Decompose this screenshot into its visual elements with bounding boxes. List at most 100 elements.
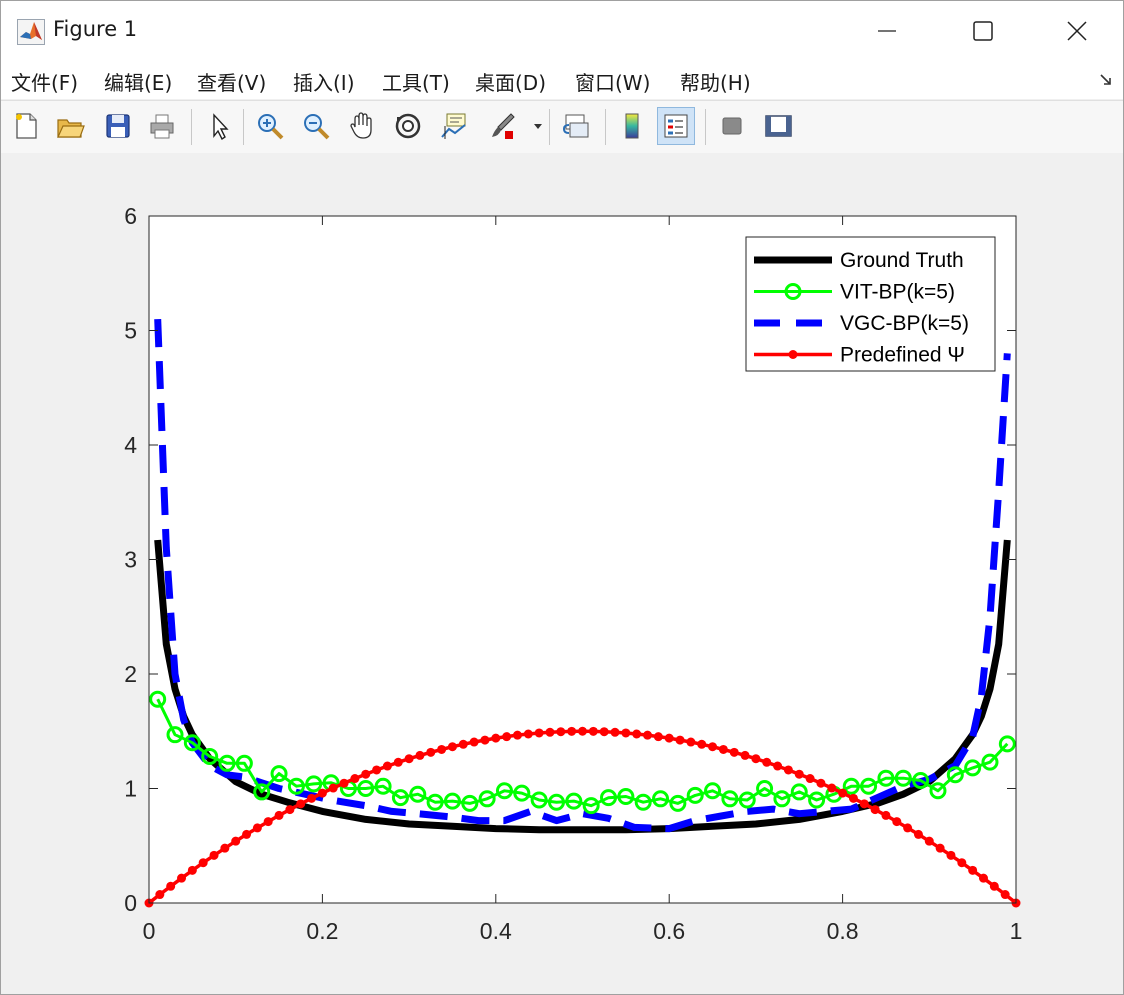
line-chart[interactable]: 0 0.2 0.4 0.6 0.8 1 0 1 2 3 4 5 6 Ground Truth VIT-BP… bbox=[1, 153, 1123, 994]
legend[interactable]: Ground Truth VIT-BP(k=5) VGC-BP(k=5) Predef… bbox=[745, 236, 996, 372]
hide-plot-tools-icon bbox=[722, 117, 742, 135]
pan-button[interactable] bbox=[343, 107, 381, 145]
series-point bbox=[773, 761, 783, 771]
series-point bbox=[372, 765, 382, 775]
series-point bbox=[274, 810, 284, 820]
save-button[interactable] bbox=[99, 107, 137, 145]
legend-label: Predefined Ψ bbox=[840, 344, 965, 367]
series-point bbox=[328, 783, 338, 793]
series-point bbox=[740, 750, 750, 760]
menu-tools[interactable]: 工具(T) bbox=[382, 71, 450, 95]
series-point bbox=[437, 744, 447, 754]
new-figure-icon bbox=[16, 113, 37, 139]
select-button[interactable] bbox=[201, 107, 239, 145]
series-point bbox=[556, 727, 566, 737]
menu-window[interactable]: 窗口(W) bbox=[575, 71, 651, 95]
series-point bbox=[270, 765, 288, 783]
rotate-3d-button[interactable] bbox=[389, 107, 427, 145]
brush-dropdown-icon[interactable] bbox=[533, 123, 543, 131]
menu-view[interactable]: 查看(V) bbox=[197, 71, 267, 95]
minimize-button[interactable] bbox=[841, 1, 933, 61]
legend-marker bbox=[784, 283, 802, 300]
series-point bbox=[350, 774, 360, 784]
series-point bbox=[443, 792, 461, 810]
menu-bar: 文件(F) 编辑(E) 查看(V) 插入(I) 工具(T) 桌面(D) 窗口(W… bbox=[1, 61, 1123, 99]
x-tick-label: 0.6 bbox=[653, 918, 685, 944]
series-point bbox=[404, 754, 414, 764]
series-point bbox=[729, 747, 739, 757]
data-cursor-button[interactable] bbox=[435, 107, 473, 145]
series-point bbox=[235, 754, 253, 772]
series-point bbox=[502, 732, 512, 742]
series-point bbox=[565, 792, 583, 810]
series-point bbox=[166, 726, 184, 744]
series-2 bbox=[154, 318, 1011, 833]
series-point bbox=[166, 881, 176, 891]
series-point bbox=[704, 782, 722, 800]
menu-desktop[interactable]: 桌面(D) bbox=[475, 71, 547, 95]
y-tick-label: 6 bbox=[124, 203, 137, 229]
menu-help[interactable]: 帮助(H) bbox=[680, 71, 751, 95]
series-point bbox=[859, 799, 869, 809]
zoom-out-button[interactable] bbox=[297, 107, 335, 145]
series-point bbox=[534, 728, 544, 738]
series-point bbox=[447, 742, 457, 752]
legend-button[interactable] bbox=[657, 107, 695, 145]
maximize-button[interactable] bbox=[937, 1, 1029, 61]
menu-insert[interactable]: 插入(I) bbox=[293, 71, 355, 95]
hide-plot-tools-button[interactable] bbox=[713, 107, 751, 145]
x-tick-label: 0.8 bbox=[827, 918, 859, 944]
brush-icon bbox=[492, 113, 515, 139]
series-point bbox=[686, 786, 704, 804]
colorbar-button[interactable] bbox=[613, 107, 651, 145]
print-button[interactable] bbox=[143, 107, 181, 145]
series-point bbox=[946, 766, 964, 784]
series-point bbox=[978, 873, 988, 883]
title-bar[interactable]: Figure 1 bbox=[1, 1, 1123, 61]
series-point bbox=[426, 793, 444, 811]
legend-item[interactable]: VIT-BP(k=5) bbox=[754, 281, 955, 304]
series-point bbox=[773, 790, 791, 808]
series-point bbox=[357, 780, 375, 797]
series-point bbox=[155, 890, 165, 900]
window-title: Figure 1 bbox=[53, 17, 138, 41]
open-file-button[interactable] bbox=[51, 107, 89, 145]
series-point bbox=[838, 788, 848, 798]
series-point bbox=[512, 730, 522, 740]
show-plot-tools-button[interactable] bbox=[759, 107, 797, 145]
maximize-icon bbox=[973, 21, 993, 41]
new-figure-button[interactable] bbox=[7, 107, 45, 145]
menu-file[interactable]: 文件(F) bbox=[11, 71, 79, 95]
close-button[interactable] bbox=[1031, 1, 1123, 61]
series-point bbox=[783, 765, 793, 775]
legend-label: VGC-BP(k=5) bbox=[840, 312, 969, 335]
series-point bbox=[582, 797, 600, 815]
dock-arrow-icon[interactable] bbox=[1099, 73, 1113, 87]
series-line bbox=[154, 539, 1011, 834]
zoom-in-button[interactable] bbox=[251, 107, 289, 145]
series-point bbox=[903, 823, 913, 833]
series-point bbox=[469, 737, 479, 747]
series-point bbox=[968, 865, 978, 875]
series-point bbox=[827, 783, 837, 793]
series-point bbox=[187, 865, 197, 875]
legend-item[interactable]: Ground Truth bbox=[754, 249, 964, 272]
link-plot-icon bbox=[562, 114, 589, 138]
rotate-3d-icon bbox=[395, 113, 421, 139]
series-point bbox=[339, 778, 349, 788]
series-point bbox=[751, 754, 761, 764]
series-point bbox=[177, 873, 187, 883]
series-point bbox=[600, 789, 618, 807]
legend-item[interactable]: VGC-BP(k=5) bbox=[754, 312, 969, 335]
series-point bbox=[621, 728, 631, 738]
series-point bbox=[149, 690, 167, 708]
brush-button[interactable] bbox=[483, 107, 521, 145]
legend-item[interactable]: Predefined Ψ bbox=[754, 344, 965, 367]
show-plot-tools-icon bbox=[765, 115, 792, 137]
series-point bbox=[317, 788, 327, 798]
menu-edit[interactable]: 编辑(E) bbox=[104, 71, 173, 95]
link-plot-button[interactable] bbox=[557, 107, 595, 145]
series-point bbox=[816, 778, 826, 788]
series-point bbox=[738, 791, 756, 809]
figure-canvas[interactable]: 0 0.2 0.4 0.6 0.8 1 0 1 2 3 4 5 6 Ground Truth VIT-BP… bbox=[1, 153, 1123, 994]
